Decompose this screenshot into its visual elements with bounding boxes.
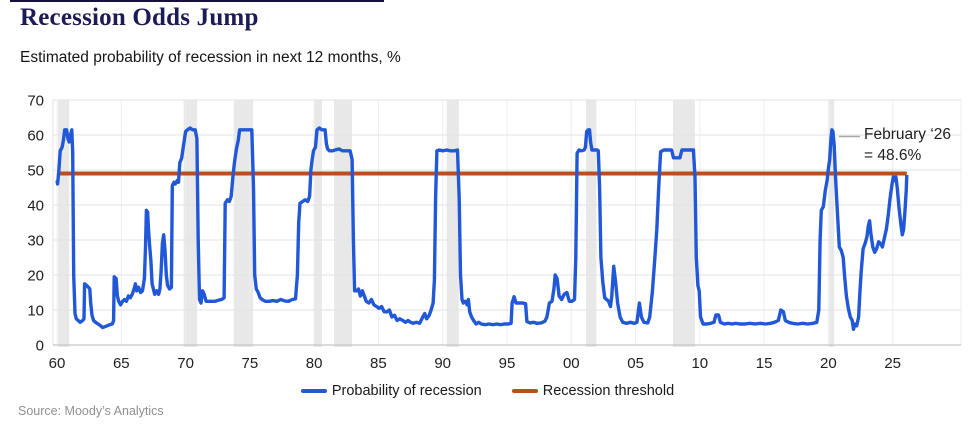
svg-text:80: 80 bbox=[306, 355, 323, 372]
svg-text:50: 50 bbox=[27, 163, 44, 180]
svg-text:00: 00 bbox=[563, 355, 580, 372]
svg-text:85: 85 bbox=[370, 355, 387, 372]
svg-text:95: 95 bbox=[499, 355, 516, 372]
svg-text:20: 20 bbox=[27, 268, 44, 285]
svg-text:60: 60 bbox=[49, 355, 66, 372]
svg-text:15: 15 bbox=[756, 355, 773, 372]
svg-text:60: 60 bbox=[27, 128, 44, 145]
annotation-date: February ‘26 bbox=[864, 126, 952, 143]
svg-text:70: 70 bbox=[177, 355, 194, 372]
chart-legend: Probability of recession Recession thres… bbox=[0, 383, 975, 399]
chart-subtitle: Estimated probability of recession in ne… bbox=[20, 49, 401, 66]
annotation-value: = 48.6% bbox=[864, 147, 922, 164]
probability-line-swatch bbox=[300, 389, 327, 393]
svg-text:75: 75 bbox=[242, 355, 259, 372]
svg-text:0: 0 bbox=[36, 338, 44, 355]
latest-value-annotation: February ‘26 = 48.6% bbox=[864, 124, 974, 166]
threshold-line-swatch bbox=[511, 389, 538, 393]
svg-text:10: 10 bbox=[691, 355, 708, 372]
svg-text:25: 25 bbox=[884, 355, 901, 372]
svg-text:05: 05 bbox=[627, 355, 644, 372]
svg-text:65: 65 bbox=[113, 355, 130, 372]
legend-item-probability: Probability of recession bbox=[300, 383, 482, 399]
svg-text:40: 40 bbox=[27, 198, 44, 215]
svg-text:20: 20 bbox=[820, 355, 837, 372]
svg-text:10: 10 bbox=[27, 303, 44, 320]
legend-label-threshold: Recession threshold bbox=[542, 383, 675, 399]
svg-text:90: 90 bbox=[434, 355, 451, 372]
legend-item-threshold: Recession threshold bbox=[511, 383, 675, 399]
source-credit: Source: Moody’s Analytics bbox=[18, 404, 164, 418]
chart-title: Recession Odds Jump bbox=[20, 4, 259, 31]
svg-text:30: 30 bbox=[27, 233, 44, 250]
probability-line bbox=[55, 126, 909, 331]
gridlines bbox=[52, 99, 962, 346]
top-edge-artifact-line bbox=[10, 0, 384, 2]
x-axis-labels: 60 65 70 75 80 85 90 95 00 05 10 15 20 25 bbox=[49, 355, 901, 372]
recession-bands bbox=[58, 100, 835, 347]
y-axis-labels: 0 10 20 30 40 50 60 70 bbox=[27, 93, 44, 355]
svg-text:70: 70 bbox=[27, 93, 44, 110]
legend-label-probability: Probability of recession bbox=[331, 383, 482, 399]
